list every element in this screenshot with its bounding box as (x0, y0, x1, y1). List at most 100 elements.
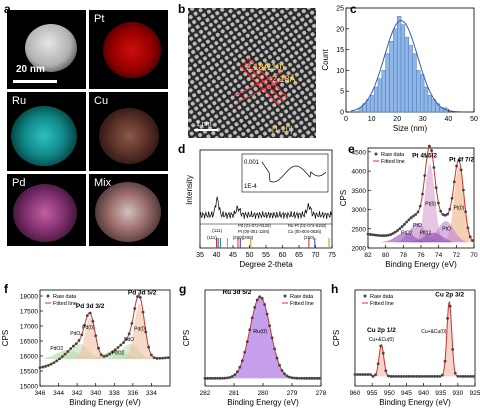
legend-label-raw: Raw data (290, 294, 314, 300)
panel-label-a: a (4, 2, 11, 16)
panel-e: e 82 80 78 76 74 72 70 2000 2500 3000 3500 4000 4500… (338, 140, 480, 280)
y-tick-label: 25 (336, 6, 344, 13)
panel-label-b: b (178, 2, 186, 16)
raw-data-point (60, 355, 64, 359)
component-label: Pt(0) (454, 206, 465, 212)
raw-data-point (356, 373, 359, 376)
x-tick-label: 74 (435, 252, 443, 259)
raw-data-point (409, 216, 413, 220)
x-tick-label: 40 (445, 116, 453, 123)
raw-data-point (407, 375, 411, 378)
x-tick-label: 282 (200, 390, 211, 397)
raw-data-point (430, 375, 434, 378)
raw-data-point (218, 376, 222, 380)
raw-data-point (430, 149, 433, 152)
panel-c: c 0 10 20 30 40 50 0 5 10 15 20 25 Size (nm) Count (318, 0, 480, 140)
x-tick-label: 10 (368, 116, 376, 123)
histogram-bar (385, 53, 390, 113)
x-tick-label: 82 (364, 252, 372, 259)
raw-data-point (441, 213, 445, 216)
raw-data-point (80, 333, 84, 337)
raw-data-point (88, 311, 92, 315)
peak-label-pd3d32: Pd 3d 3/2 (76, 303, 105, 310)
raw-data-point (245, 340, 249, 344)
histogram-bar (373, 86, 379, 113)
eds-map-mix: Mix (89, 174, 168, 246)
histogram-bar (396, 16, 402, 113)
raw-data-point (83, 323, 86, 327)
raw-data-point (105, 354, 109, 358)
raw-data-point (130, 321, 134, 325)
y-tick-label: 16500 (20, 339, 38, 346)
x-tick-label: 346 (35, 390, 46, 397)
raw-data-point (166, 356, 170, 360)
component-label: Cu+&Cu(0) (421, 329, 446, 335)
pd3d-xps-chart: 346 344 342 340 338 336 334 15000 15500 16000 1650… (1, 290, 171, 407)
scale-bar-label: 20 nm (16, 64, 45, 75)
raw-data-point (119, 343, 123, 347)
d-spacing-label-2: 2.18Å (272, 74, 296, 84)
legend-marker-raw (374, 152, 378, 156)
raw-data-point (152, 356, 156, 360)
x-tick-label: 340 (90, 390, 101, 397)
raw-data-point (298, 376, 301, 380)
raw-data-point (382, 234, 386, 238)
raw-data-point (206, 376, 209, 380)
panel-label-d: d (178, 142, 186, 156)
eds-map-cu: Cu (89, 92, 168, 171)
x-tick-label: 50 (246, 252, 254, 259)
xrd-legend-entry: Pd (01-072-9129) (238, 223, 271, 228)
raw-data-point (421, 192, 424, 196)
hrtem-image: 2.18Å (110) 2.18Å [1-10] 1 nm (188, 8, 316, 138)
tile-label-pd: Pd (12, 177, 26, 189)
y-tick-label: 15 (336, 47, 344, 54)
peak-label-pt4f72: Pt 4f 7/2 (449, 156, 474, 163)
fit-component (439, 301, 460, 377)
eds-map-pt: Pt (89, 10, 168, 89)
raw-data-point (361, 373, 365, 376)
raw-data-point (312, 376, 316, 380)
raw-data-point (437, 201, 440, 205)
xrd-legend-entry: Ru-Pt (01-074-6150) (288, 223, 327, 228)
raw-data-point (63, 352, 67, 356)
fit-component (222, 296, 298, 379)
raw-data-point (363, 373, 367, 376)
x-tick-label: 925 (470, 390, 480, 397)
raw-data-point (464, 375, 467, 378)
xrd-chart: 35 40 45 50 55 60 65 70 75 Degree 2-theta Intensit… (185, 149, 336, 269)
raw-data-point (366, 232, 370, 236)
legend-label-raw: Raw data (381, 152, 405, 158)
raw-data-point (113, 348, 117, 352)
raw-data-point (418, 204, 422, 208)
raw-data-point (412, 214, 415, 218)
raw-data-point (416, 210, 420, 214)
raw-data-point (203, 376, 207, 380)
nanoparticle-shape (25, 24, 77, 72)
y-tick-label: 15000 (20, 384, 38, 391)
component-label: Cu+&Cu(0) (369, 337, 394, 343)
x-tick-label: 75 (328, 252, 336, 259)
eds-map-pd: Pd (7, 174, 86, 246)
raw-data-point (384, 369, 388, 373)
raw-data-point (366, 373, 370, 376)
inset-frame (241, 153, 329, 193)
raw-data-point (423, 174, 427, 177)
raw-data-point (391, 232, 395, 235)
raw-data-point (273, 347, 276, 351)
histogram-bar (427, 95, 433, 113)
plane-label: (110) (264, 62, 284, 72)
raw-data-point (46, 363, 50, 367)
zone-axis-label: [1-10] (272, 125, 292, 134)
raw-data-point (393, 230, 397, 234)
x-tick-label: 0 (344, 116, 348, 123)
lattice-fringes (188, 8, 316, 138)
scale-bar-line (13, 80, 57, 83)
raw-data-point (441, 373, 444, 377)
raw-data-point (268, 324, 272, 328)
raw-data-point (466, 375, 470, 378)
fit-component (425, 166, 473, 243)
x-tick-label: 278 (316, 390, 327, 397)
raw-data-point (376, 362, 380, 366)
raw-data-point (288, 375, 291, 379)
y-tick-label: 10 (336, 68, 344, 75)
